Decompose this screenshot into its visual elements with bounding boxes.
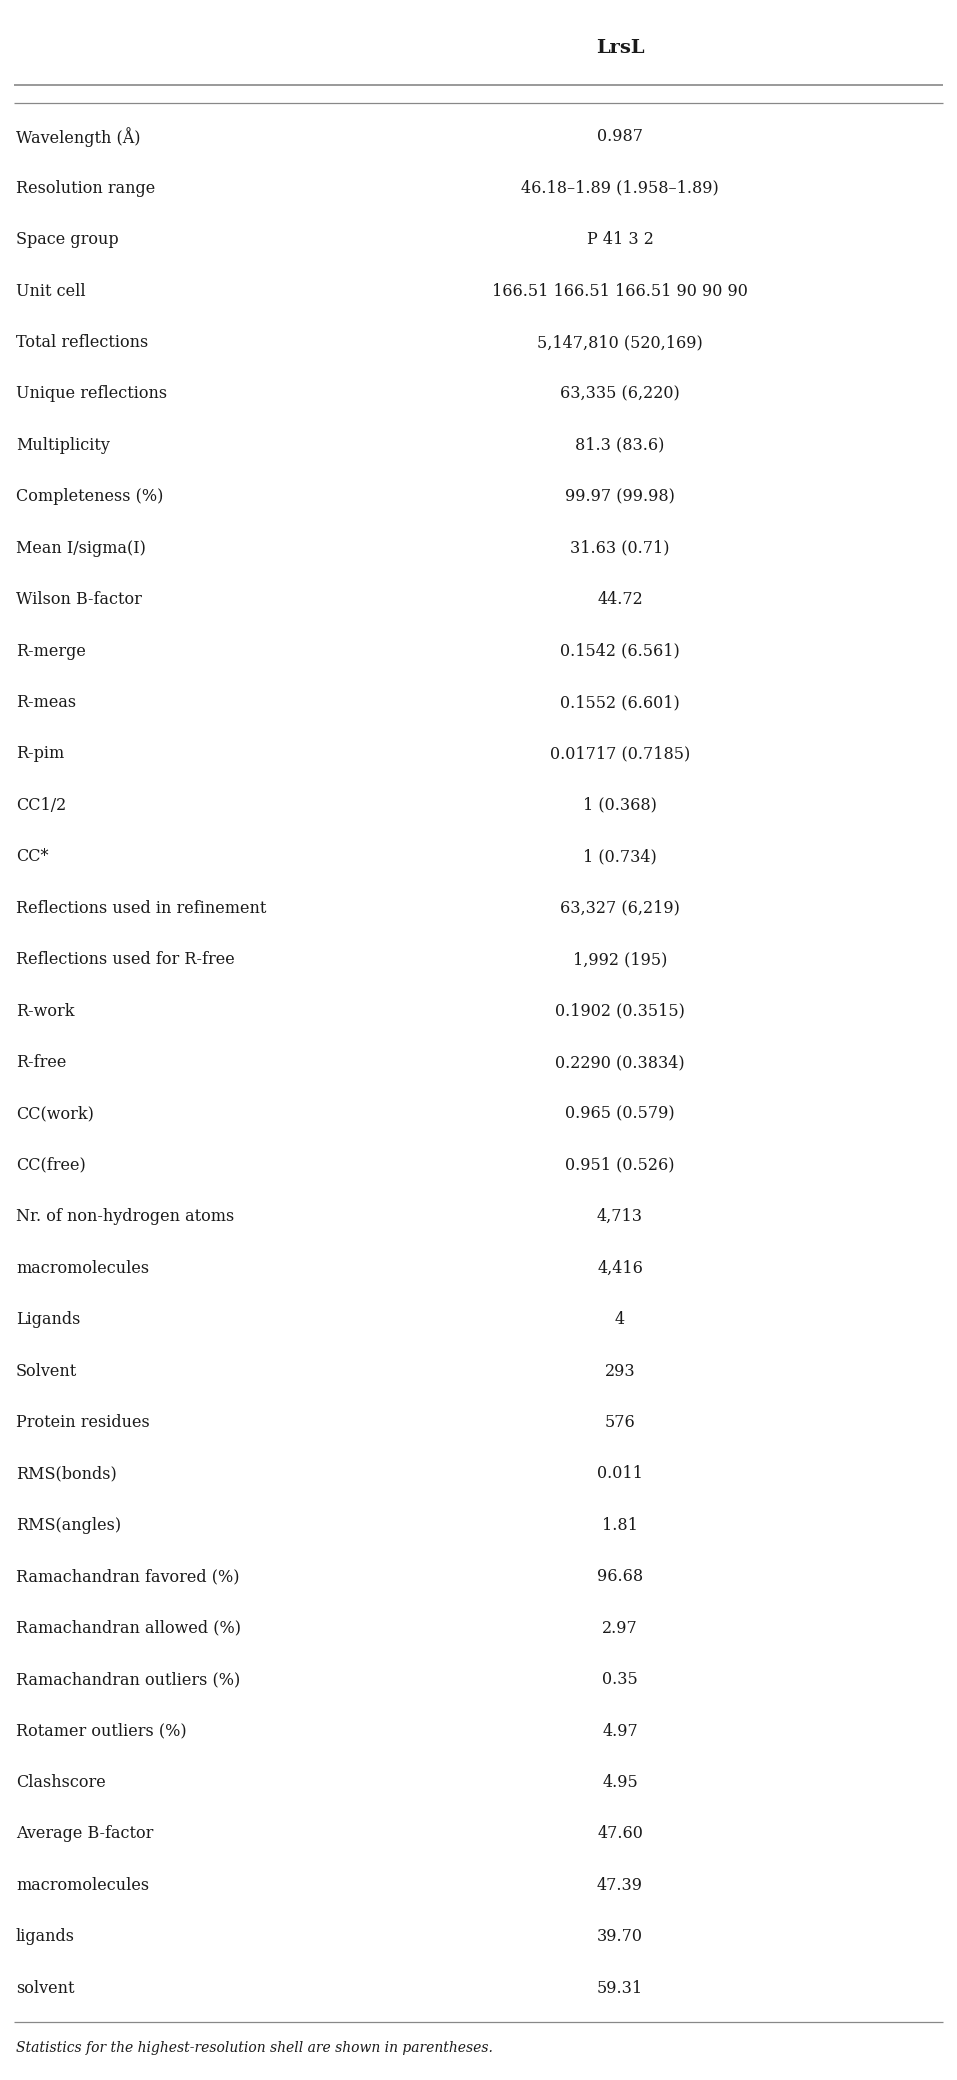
Text: RMS(angles): RMS(angles) — [16, 1516, 122, 1533]
Text: Wilson B-factor: Wilson B-factor — [16, 591, 142, 607]
Text: 4,713: 4,713 — [597, 1208, 643, 1225]
Text: 96.68: 96.68 — [597, 1568, 643, 1585]
Text: solvent: solvent — [16, 1980, 75, 1997]
Text: Statistics for the highest-resolution shell are shown in parentheses.: Statistics for the highest-resolution sh… — [16, 2040, 493, 2055]
Text: Protein residues: Protein residues — [16, 1414, 149, 1431]
Text: 1.81: 1.81 — [602, 1516, 638, 1533]
Text: ligands: ligands — [16, 1928, 75, 1945]
Text: R-meas: R-meas — [16, 695, 77, 711]
Text: 0.35: 0.35 — [602, 1670, 638, 1689]
Text: 0.987: 0.987 — [597, 129, 643, 146]
Text: CC1/2: CC1/2 — [16, 797, 66, 813]
Text: CC(free): CC(free) — [16, 1156, 86, 1173]
Text: 0.1542 (6.561): 0.1542 (6.561) — [560, 643, 679, 659]
Text: RMS(bonds): RMS(bonds) — [16, 1466, 117, 1483]
Text: Solvent: Solvent — [16, 1362, 78, 1379]
Text: 4: 4 — [615, 1310, 625, 1329]
Text: Unique reflections: Unique reflections — [16, 385, 167, 401]
Text: Space group: Space group — [16, 231, 119, 248]
Text: Total reflections: Total reflections — [16, 335, 148, 352]
Text: 39.70: 39.70 — [597, 1928, 643, 1945]
Text: 0.01717 (0.7185): 0.01717 (0.7185) — [550, 745, 690, 763]
Text: R-work: R-work — [16, 1003, 75, 1019]
Text: Multiplicity: Multiplicity — [16, 437, 110, 453]
Text: Reflections used for R-free: Reflections used for R-free — [16, 951, 234, 967]
Text: CC(work): CC(work) — [16, 1104, 94, 1123]
Text: P 41 3 2: P 41 3 2 — [587, 231, 654, 248]
Text: 63,335 (6,220): 63,335 (6,220) — [560, 385, 679, 401]
Text: macromolecules: macromolecules — [16, 1876, 149, 1895]
Text: Rotamer outliers (%): Rotamer outliers (%) — [16, 1722, 187, 1739]
Text: 31.63 (0.71): 31.63 (0.71) — [570, 539, 670, 557]
Text: 2.97: 2.97 — [602, 1620, 638, 1637]
Text: 59.31: 59.31 — [597, 1980, 643, 1997]
Text: 4,416: 4,416 — [597, 1260, 643, 1277]
Text: 0.1552 (6.601): 0.1552 (6.601) — [560, 695, 679, 711]
Text: 1 (0.734): 1 (0.734) — [583, 849, 657, 865]
Text: CC*: CC* — [16, 849, 49, 865]
Text: Reflections used in refinement: Reflections used in refinement — [16, 901, 266, 917]
Text: LrsL: LrsL — [596, 40, 644, 56]
Text: Wavelength (Å): Wavelength (Å) — [16, 127, 141, 148]
Text: 5,147,810 (520,169): 5,147,810 (520,169) — [537, 335, 702, 352]
Text: 1,992 (195): 1,992 (195) — [573, 951, 667, 967]
Text: 63,327 (6,219): 63,327 (6,219) — [560, 901, 679, 917]
Text: 0.965 (0.579): 0.965 (0.579) — [566, 1104, 675, 1123]
Text: Mean I/sigma(I): Mean I/sigma(I) — [16, 539, 145, 557]
Text: Clashscore: Clashscore — [16, 1774, 106, 1791]
Text: Resolution range: Resolution range — [16, 179, 155, 198]
Text: 293: 293 — [605, 1362, 635, 1379]
Text: Ligands: Ligands — [16, 1310, 80, 1329]
Text: Nr. of non-hydrogen atoms: Nr. of non-hydrogen atoms — [16, 1208, 234, 1225]
Text: Ramachandran favored (%): Ramachandran favored (%) — [16, 1568, 239, 1585]
Text: Average B-factor: Average B-factor — [16, 1826, 153, 1843]
Text: 1 (0.368): 1 (0.368) — [583, 797, 657, 813]
Text: 47.60: 47.60 — [597, 1826, 643, 1843]
Text: 46.18–1.89 (1.958–1.89): 46.18–1.89 (1.958–1.89) — [522, 179, 719, 198]
Text: 47.39: 47.39 — [597, 1876, 643, 1895]
Text: 99.97 (99.98): 99.97 (99.98) — [565, 489, 675, 505]
Text: R-pim: R-pim — [16, 745, 64, 763]
Text: Unit cell: Unit cell — [16, 283, 85, 300]
Text: 4.95: 4.95 — [602, 1774, 638, 1791]
Text: 0.1902 (0.3515): 0.1902 (0.3515) — [555, 1003, 685, 1019]
Text: Ramachandran allowed (%): Ramachandran allowed (%) — [16, 1620, 241, 1637]
Text: 4.97: 4.97 — [602, 1722, 638, 1739]
Text: 0.2290 (0.3834): 0.2290 (0.3834) — [555, 1055, 685, 1071]
Text: Completeness (%): Completeness (%) — [16, 489, 164, 505]
Text: R-merge: R-merge — [16, 643, 86, 659]
Text: Ramachandran outliers (%): Ramachandran outliers (%) — [16, 1670, 240, 1689]
Text: 44.72: 44.72 — [597, 591, 643, 607]
Text: R-free: R-free — [16, 1055, 66, 1071]
Text: 576: 576 — [605, 1414, 635, 1431]
Text: 0.951 (0.526): 0.951 (0.526) — [566, 1156, 675, 1173]
Text: 0.011: 0.011 — [597, 1466, 643, 1483]
Text: 81.3 (83.6): 81.3 (83.6) — [575, 437, 665, 453]
Text: 166.51 166.51 166.51 90 90 90: 166.51 166.51 166.51 90 90 90 — [492, 283, 748, 300]
Text: macromolecules: macromolecules — [16, 1260, 149, 1277]
